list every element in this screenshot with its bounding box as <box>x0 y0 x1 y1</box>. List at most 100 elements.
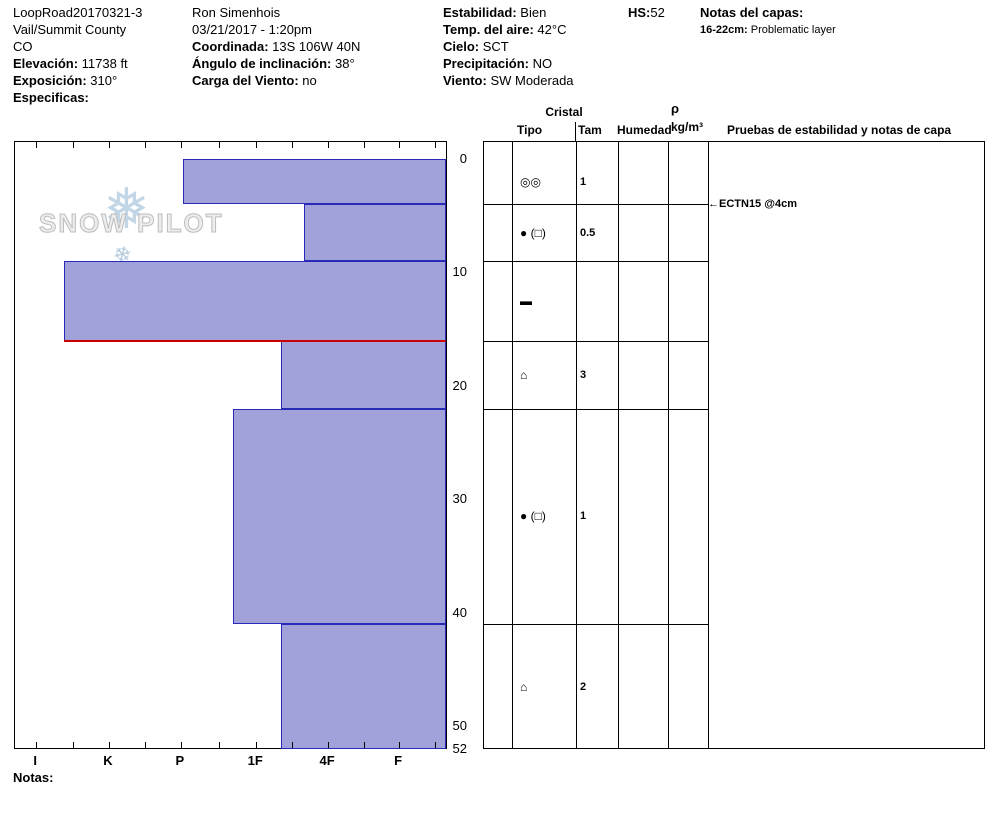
hardness-profile-chart: ❅ SNOW PILOT ❄ <box>14 141 447 749</box>
field-value: CO <box>13 39 33 54</box>
depth-tick-label: 30 <box>452 491 467 507</box>
hardness-axis-tick <box>36 142 38 148</box>
grain-type-symbol: ⌂ <box>520 679 528 694</box>
hardness-axis-tick <box>435 142 436 148</box>
table-row-line <box>484 340 708 342</box>
field-label: HS: <box>628 5 651 20</box>
field-value: SW Moderada <box>486 73 574 88</box>
layer-notes-title: Notas del capas: <box>700 5 804 20</box>
field-label: Carga del Viento: <box>192 73 299 88</box>
layer-note-entry: 16-22cm: Problematic layer <box>700 24 836 36</box>
field-value: LoopRoad20170321-3 <box>13 5 143 20</box>
field-value: 42°C <box>533 22 567 37</box>
table-row-line <box>484 204 708 206</box>
header-field: CO <box>13 39 33 54</box>
header-field: Viento: SW Moderada <box>443 73 574 88</box>
header-field: Temp. del aire: 42°C <box>443 22 566 37</box>
hardness-axis-tick <box>399 742 401 748</box>
field-label: Coordinada: <box>192 39 269 54</box>
col-header-grain-type: Tipo <box>517 123 543 137</box>
table-column-divider <box>708 142 709 748</box>
layers-table: ◎◎ 1 ● (□) 0.5 ▬ ⌂ 3 ● (□) 1 ⌂ 2 ←ECTN15 @4cm <box>483 141 985 749</box>
hardness-axis-tick <box>36 742 38 748</box>
header-field: 03/21/2017 - 1:20pm <box>192 22 312 37</box>
hardness-axis-tick <box>144 142 146 148</box>
header-field: Precipitación: NO <box>443 56 552 71</box>
grain-size-value: 1 <box>580 510 587 523</box>
col-header-density-symbol: ρ <box>671 101 680 116</box>
grain-size-value: 0.5 <box>580 226 596 239</box>
table-column-divider <box>576 142 577 748</box>
field-value: 11738 ft <box>78 56 128 71</box>
grain-type-symbol: ▬ <box>520 293 532 308</box>
depth-tick-label: 40 <box>452 604 467 620</box>
hardness-tick-label: F <box>394 753 403 768</box>
hardness-axis-tick <box>218 742 220 748</box>
header-field: Elevación: 11738 ft <box>13 56 128 71</box>
hardness-axis-tick <box>328 742 330 748</box>
field-value: 38° <box>331 56 355 71</box>
snowpilot-watermark: ❅ SNOW PILOT ❄ <box>39 177 269 312</box>
depth-tick-label: 20 <box>452 377 467 393</box>
grain-type-symbol: ⌂ <box>520 367 528 382</box>
snow-layer-bar <box>183 159 446 205</box>
field-label: Precipitación: <box>443 56 529 71</box>
header-field: Estabilidad: Bien <box>443 5 546 20</box>
header-field: Carga del Viento: no <box>192 73 317 88</box>
hardness-axis-tick <box>72 142 74 148</box>
col-header-density-unit: kg/m³ <box>670 120 703 134</box>
hardness-axis-tick <box>72 742 74 748</box>
col-header-stability-tests: Pruebas de estabilidad y notas de capa <box>727 123 952 137</box>
header-field: Ron Simenhois <box>192 5 280 20</box>
hardness-axis-tick <box>363 742 365 748</box>
header-field: Exposición: 310° <box>13 73 117 88</box>
snow-layer-bar <box>280 340 446 409</box>
stability-test-annotation: ←ECTN15 @4cm <box>708 198 797 211</box>
field-label: Elevación: <box>13 56 79 71</box>
snow-layer-bar <box>63 261 446 341</box>
grain-type-symbol: ● (□) <box>520 225 546 240</box>
depth-tick-label: 52 <box>452 741 467 756</box>
hardness-axis-tick <box>218 142 220 148</box>
snow-layer-bar <box>232 408 446 625</box>
field-value: 13S 106W 40N <box>268 39 361 54</box>
depth-tick-label: 50 <box>452 718 467 734</box>
col-header-grain-size: Tam <box>578 123 602 137</box>
hardness-axis-tick <box>180 742 182 748</box>
grain-size-value: 1 <box>580 175 587 188</box>
grain-size-value: 3 <box>580 368 587 381</box>
field-value: no <box>298 73 317 88</box>
hardness-axis-tick <box>256 742 258 748</box>
field-label: Exposición: <box>13 73 87 88</box>
layer-notes-entries: 16-22cm: Problematic layer <box>700 24 836 36</box>
field-label: Viento: <box>443 73 487 88</box>
snowflake-icon: ❅ <box>103 177 150 240</box>
hardness-axis-tick <box>108 742 110 748</box>
notes-label: Notas: <box>13 770 54 785</box>
field-label: Cielo: <box>443 39 480 54</box>
hardness-tick-label: 1F <box>247 753 263 768</box>
hardness-axis-tick <box>180 142 182 148</box>
field-value: 52 <box>650 5 665 20</box>
field-value: 310° <box>86 73 118 88</box>
header-divider <box>575 122 576 141</box>
hardness-axis-tick <box>328 142 330 148</box>
field-label: Estabilidad: <box>443 5 517 20</box>
depth-tick-label: 10 <box>452 264 467 280</box>
hardness-axis-tick <box>292 142 294 148</box>
grain-type-symbol: ● (□) <box>520 509 546 524</box>
field-value: 03/21/2017 - 1:20pm <box>192 22 312 37</box>
header-field: Vail/Summit County <box>13 22 126 37</box>
header-field: Coordinada: 13S 106W 40N <box>192 39 360 54</box>
hardness-axis-tick <box>399 142 401 148</box>
field-value: Bien <box>516 5 547 20</box>
table-column-divider <box>668 142 669 748</box>
snow-layer-bar <box>304 204 446 262</box>
table-row-line <box>484 624 708 626</box>
grain-type-symbol: ◎◎ <box>520 174 541 189</box>
col-header-wetness: Humedad <box>617 123 672 137</box>
hardness-axis-tick <box>435 742 436 748</box>
header-field: Ángulo de inclinación: 38° <box>192 56 355 71</box>
watermark-text: SNOW PILOT <box>39 208 224 239</box>
depth-tick-label: 0 <box>459 151 467 166</box>
